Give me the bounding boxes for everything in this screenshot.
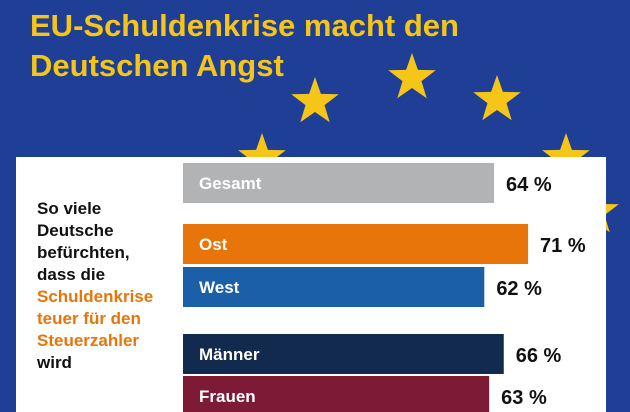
bar-category-label: Frauen (199, 387, 256, 406)
star-icon (238, 133, 286, 179)
star-icon (473, 75, 521, 121)
bar (183, 224, 529, 264)
description-line: Deutsche (37, 221, 114, 240)
description-highlight-line: Steuerzahler (37, 331, 140, 350)
bar-category-label: Männer (199, 345, 260, 364)
bar (183, 376, 490, 412)
bar-category-label: Ost (199, 235, 228, 254)
bar-category-label: West (199, 278, 240, 297)
description-line: wird (37, 353, 72, 372)
bar-value-label: 64 % (506, 174, 552, 196)
bar-category-label: Gesamt (199, 174, 262, 193)
bar-value-label: 63 % (501, 387, 547, 409)
description-highlight-line: Schuldenkrise (37, 287, 154, 306)
description-line: So viele (37, 199, 102, 218)
bar (183, 267, 485, 307)
description-line: dass die (37, 265, 106, 284)
bar-value-label: 71 % (540, 235, 586, 257)
star-icon (542, 133, 590, 179)
bar (183, 163, 495, 203)
page-title: EU-Schuldenkrise macht den Deutschen Ang… (30, 6, 459, 86)
star-icon (388, 53, 436, 99)
description-line: befürchten, (37, 243, 130, 262)
title-line-2: Deutschen Angst (30, 48, 284, 83)
star-icon (291, 77, 339, 123)
bar-value-label: 66 % (516, 345, 562, 367)
description-highlight-line: teuer für den (37, 309, 141, 328)
bar-value-label: 62 % (496, 278, 542, 300)
bar (183, 334, 504, 374)
chart-description: So viele Deutsche befürchten, dass die S… (37, 198, 187, 374)
title-line-1: EU-Schuldenkrise macht den (30, 8, 459, 43)
